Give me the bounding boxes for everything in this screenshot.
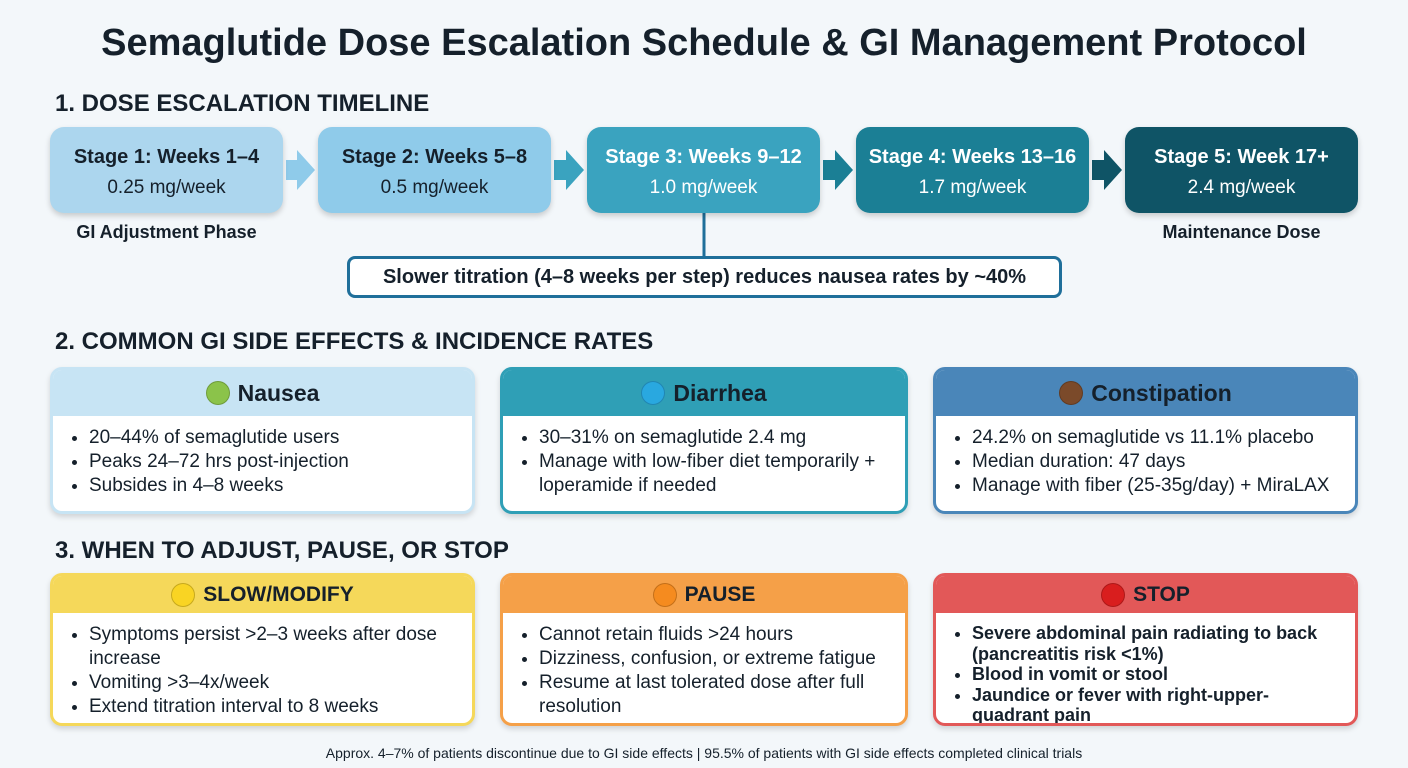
bullet: Bowel obstruction signs (no stool/gas >4… — [972, 726, 1339, 727]
bullet: Extend titration interval to 8 weeks — [89, 695, 456, 719]
stage-label: Stage 2: Weeks 5–8 — [341, 146, 528, 168]
callout: Slower titration (4–8 weeks per step) re… — [347, 256, 1062, 298]
bullet: 24.2% on semaglutide vs 11.1% placebo — [972, 426, 1339, 450]
card-header: PAUSE — [503, 576, 905, 613]
card: Constipation 24.2% on semaglutide vs 11.1… — [933, 367, 1358, 514]
stage-note: GI Adjustment Phase — [76, 222, 257, 242]
icon — [171, 582, 196, 607]
icon — [1059, 381, 1084, 405]
card-title: Nausea — [237, 379, 320, 406]
card-header: SLOW/MODIFY — [53, 576, 472, 613]
bullet-list: 20–44% of semaglutide usersPeaks 24–72 h… — [53, 426, 472, 498]
bullet: Peaks 24–72 hrs post-injection — [89, 450, 456, 474]
stage: Stage 3: Weeks 9–12 1.0 mg/week — [587, 127, 820, 213]
title: Semaglutide Dose Escalation Schedule & G… — [101, 22, 1307, 64]
bullet: Cannot retain fluids >24 hours — [539, 623, 889, 647]
bullet-list: 30–31% on semaglutide 2.4 mgManage with … — [503, 426, 905, 498]
bullet: Dizziness, confusion, or extreme fatigue — [539, 647, 889, 671]
card-title: SLOW/MODIFY — [203, 582, 354, 606]
arrow — [1092, 150, 1122, 190]
section-heading: 2. COMMON GI SIDE EFFECTS & INCIDENCE RA… — [55, 328, 654, 355]
card: STOP Severe abdominal pain radiating to b… — [933, 573, 1358, 726]
bullet: Subsides in 4–8 weeks — [89, 474, 456, 498]
card-header: Diarrhea — [503, 370, 905, 416]
stage-dose: 2.4 mg/week — [1187, 177, 1296, 198]
stage-label: Stage 4: Weeks 13–16 — [868, 146, 1077, 168]
icon — [641, 381, 666, 405]
arrow — [286, 150, 315, 190]
bullet: Resume at last tolerated dose after full… — [539, 671, 889, 719]
bullet: Median duration: 47 days — [972, 450, 1339, 474]
stage-note: Maintenance Dose — [1162, 222, 1321, 242]
stage-dose: 1.7 mg/week — [918, 177, 1027, 198]
bullet: Jaundice or fever with right-upper-quadr… — [972, 685, 1339, 724]
icon — [652, 582, 677, 607]
card-header: Constipation — [936, 370, 1355, 416]
bullet: Symptoms persist >2–3 weeks after dose i… — [89, 623, 456, 671]
bullet-list: 24.2% on semaglutide vs 11.1% placeboMed… — [936, 426, 1355, 498]
stage-label: Stage 5: Week 17+ — [1154, 146, 1329, 168]
icon — [1101, 582, 1126, 607]
card-header: Nausea — [53, 370, 472, 416]
bullet: Vomiting >3–4x/week — [89, 671, 456, 695]
card-title: STOP — [1133, 582, 1190, 606]
card: PAUSE Cannot retain fluids >24 hoursDizzi… — [500, 573, 908, 726]
footer: Approx. 4–7% of patients discontinue due… — [325, 745, 1083, 761]
bullet-list: Symptoms persist >2–3 weeks after dose i… — [53, 623, 472, 719]
bullet: Severe abdominal pain radiating to back … — [972, 623, 1339, 664]
card: Diarrhea 30–31% on semaglutide 2.4 mgMana… — [500, 367, 908, 514]
section-heading: 1. DOSE ESCALATION TIMELINE — [55, 90, 430, 117]
bullet-list: Cannot retain fluids >24 hoursDizziness,… — [503, 623, 905, 719]
bullet: 30–31% on semaglutide 2.4 mg — [539, 426, 889, 450]
bullet: Manage with low-fiber diet temporarily +… — [539, 450, 889, 498]
stage-label: Stage 1: Weeks 1–4 — [73, 146, 260, 168]
icon — [205, 381, 230, 405]
bullet: 20–44% of semaglutide users — [89, 426, 456, 450]
stage-dose: 0.5 mg/week — [380, 177, 489, 198]
card-title: Diarrhea — [673, 379, 767, 406]
card-header: STOP — [936, 576, 1355, 613]
section-heading: 3. WHEN TO ADJUST, PAUSE, OR STOP — [55, 537, 509, 564]
card-title: PAUSE — [684, 582, 756, 606]
bullet: Manage with fiber (25-35g/day) + MiraLAX — [972, 474, 1339, 498]
stage-dose: 0.25 mg/week — [107, 177, 226, 198]
card: Nausea 20–44% of semaglutide usersPeaks 2… — [50, 367, 475, 514]
card-title: Constipation — [1091, 379, 1232, 406]
bullet-list: Severe abdominal pain radiating to back … — [936, 623, 1355, 727]
stage-dose: 1.0 mg/week — [649, 177, 758, 198]
stage-label: Stage 3: Weeks 9–12 — [605, 146, 802, 168]
card: SLOW/MODIFY Symptoms persist >2–3 weeks a… — [50, 573, 475, 726]
arrow — [823, 150, 853, 190]
bullet: Blood in vomit or stool — [972, 664, 1339, 685]
stage: Stage 4: Weeks 13–16 1.7 mg/week — [856, 127, 1089, 213]
stage: Stage 2: Weeks 5–8 0.5 mg/week — [318, 127, 551, 213]
arrow — [554, 150, 584, 190]
stage: Stage 5: Week 17+ 2.4 mg/week — [1125, 127, 1358, 213]
stage: Stage 1: Weeks 1–4 0.25 mg/week — [50, 127, 283, 213]
